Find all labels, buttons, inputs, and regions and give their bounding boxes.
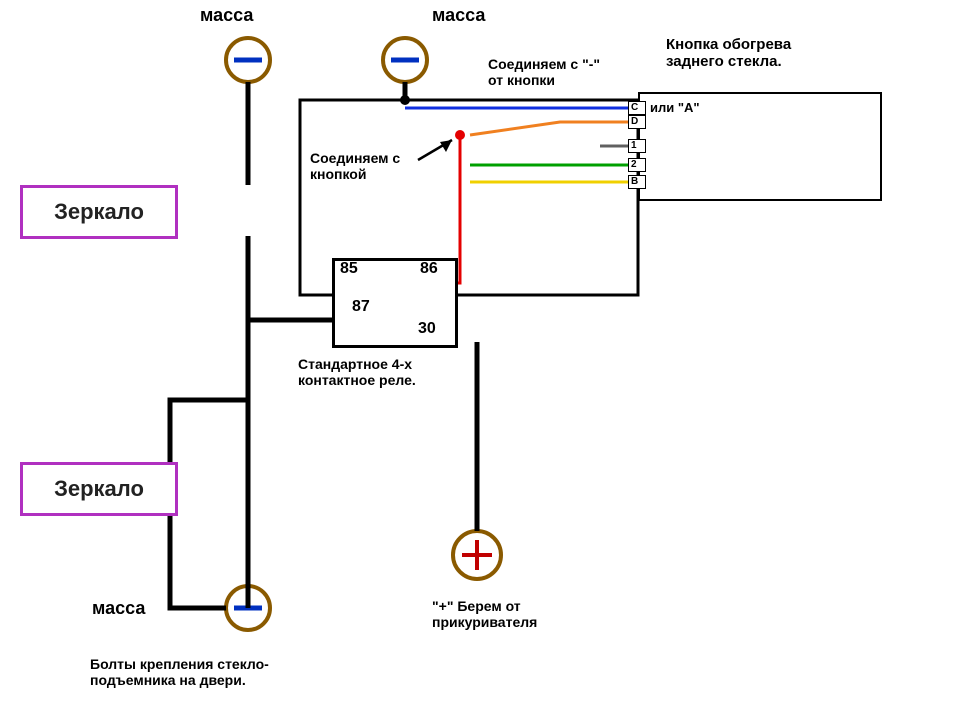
- mass-label-2: масса: [432, 5, 485, 26]
- mirror-2-box: Зеркало: [20, 462, 178, 516]
- pin-1: 1: [628, 139, 646, 153]
- pin-d: D: [628, 115, 646, 129]
- relay-pin-87: 87: [352, 298, 370, 316]
- mass-symbol-2: [383, 38, 427, 82]
- node-frame-top: [400, 95, 410, 105]
- wire-mirror1-87: [248, 236, 332, 320]
- mass-label-3: масса: [92, 598, 145, 619]
- pin-c: C: [628, 101, 646, 115]
- mirror-2-label: Зеркало: [54, 476, 144, 502]
- relay-desc-label: Стандартное 4-х контактное реле.: [298, 356, 416, 388]
- plus-note-label: "+" Берем от прикуривателя: [432, 598, 537, 630]
- mirror-1-label: Зеркало: [54, 199, 144, 225]
- pin-b: B: [628, 175, 646, 189]
- connect-minus-label: Соединяем с "-" от кнопки: [488, 56, 600, 88]
- button-title-label: Кнопка обогрева заднего стекла.: [666, 36, 791, 70]
- wire-mirror2-mass3: [170, 512, 226, 608]
- plus-symbol: [453, 531, 501, 579]
- pin-2: 2: [628, 158, 646, 172]
- or-a-label: или "А": [650, 100, 700, 115]
- node-red: [455, 130, 465, 140]
- bolts-label: Болты крепления стекло- подъемника на дв…: [90, 656, 269, 688]
- relay-pin-86: 86: [420, 260, 438, 278]
- mass-label-1: масса: [200, 5, 253, 26]
- relay-pin-85: 85: [340, 260, 358, 278]
- wire-mirror2-top: [170, 400, 248, 462]
- connect-button-label: Соединяем с кнопкой: [310, 150, 400, 182]
- mass-symbol-1: [226, 38, 270, 82]
- mirror-1-box: Зеркало: [20, 185, 178, 239]
- arrow-to-button: [418, 140, 452, 160]
- relay-pin-30: 30: [418, 320, 436, 338]
- wire-orange: [470, 122, 640, 135]
